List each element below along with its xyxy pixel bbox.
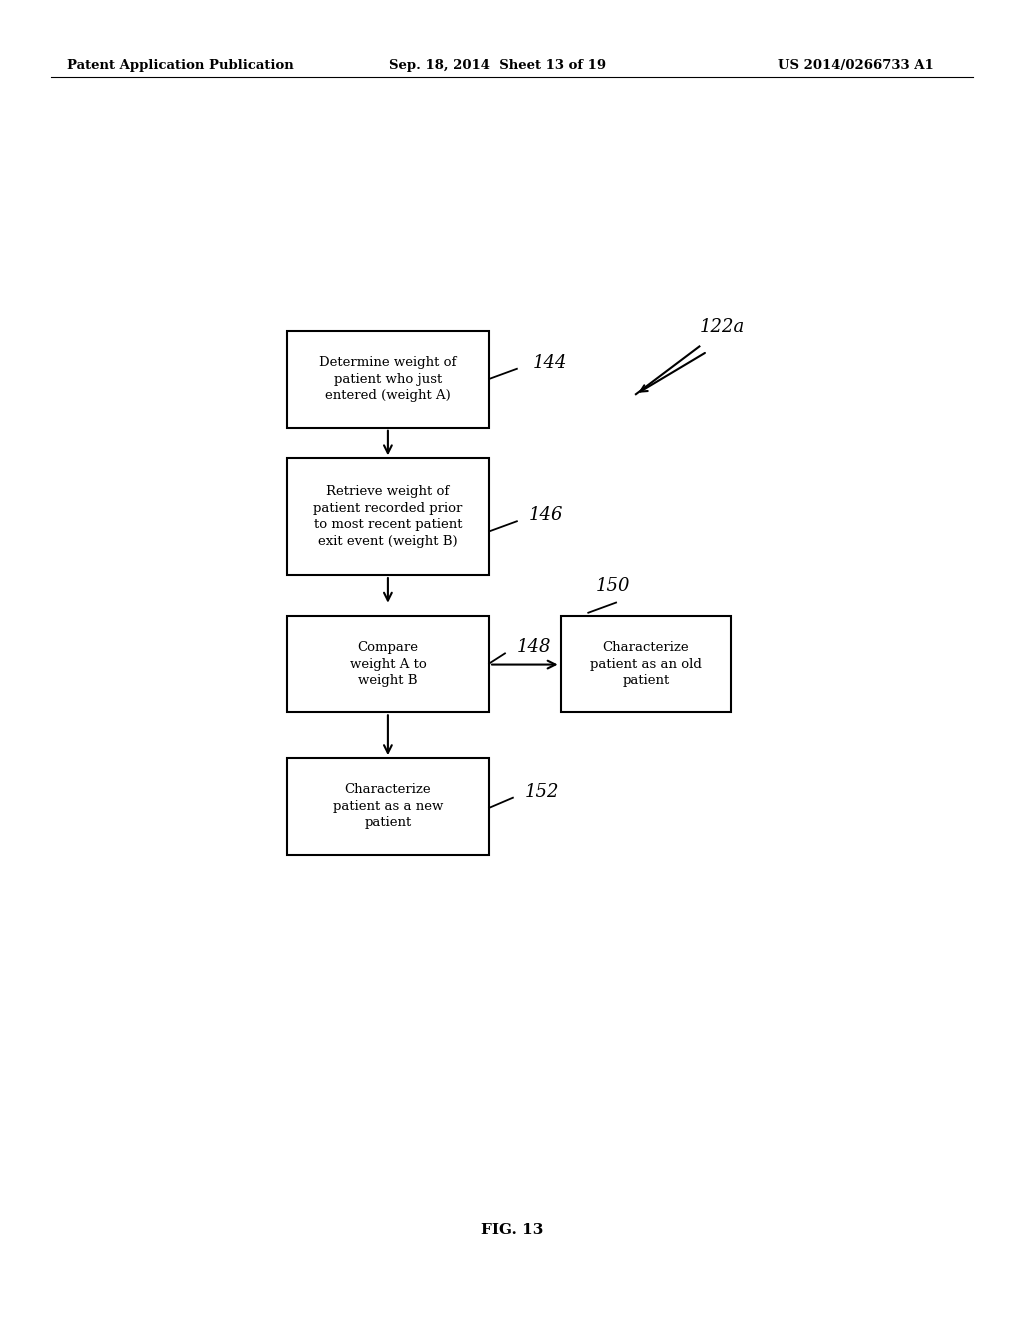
Bar [287, 758, 489, 854]
Text: Determine weight of
patient who just
entered (weight A): Determine weight of patient who just ent… [319, 356, 457, 403]
Text: 146: 146 [528, 507, 563, 524]
Text: FIG. 13: FIG. 13 [481, 1224, 543, 1237]
Text: US 2014/0266733 A1: US 2014/0266733 A1 [778, 59, 934, 73]
Bar [287, 331, 489, 428]
Text: Characterize
patient as a new
patient: Characterize patient as a new patient [333, 783, 443, 829]
Bar [287, 458, 489, 576]
Text: 148: 148 [517, 639, 551, 656]
Text: Retrieve weight of
patient recorded prior
to most recent patient
exit event (wei: Retrieve weight of patient recorded prio… [313, 486, 463, 548]
Bar [287, 615, 489, 713]
Text: Sep. 18, 2014  Sheet 13 of 19: Sep. 18, 2014 Sheet 13 of 19 [389, 59, 606, 73]
Text: 144: 144 [532, 354, 567, 372]
Text: Compare
weight A to
weight B: Compare weight A to weight B [349, 642, 426, 686]
Text: Patent Application Publication: Patent Application Publication [67, 59, 293, 73]
Bar [560, 615, 731, 713]
Text: 150: 150 [596, 577, 631, 595]
Text: 122a: 122a [699, 318, 744, 337]
Text: Characterize
patient as an old
patient: Characterize patient as an old patient [590, 642, 701, 686]
Text: 152: 152 [524, 783, 559, 801]
